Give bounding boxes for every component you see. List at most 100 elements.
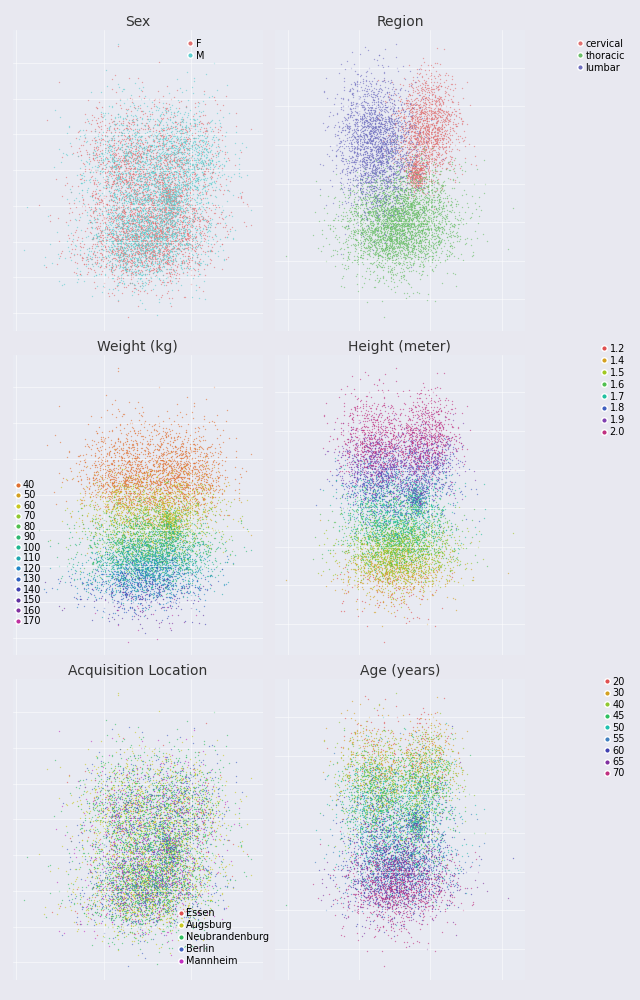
Point [163, 832, 173, 848]
Point [420, 738, 431, 754]
Point [207, 489, 218, 505]
Point [337, 153, 347, 169]
Point [175, 473, 186, 489]
Point [349, 861, 360, 877]
Point [162, 172, 172, 188]
Point [372, 737, 382, 753]
Point [109, 511, 119, 527]
Point [165, 194, 175, 210]
Point [389, 503, 399, 519]
Point [94, 545, 104, 561]
Point [143, 196, 153, 212]
Point [383, 460, 393, 476]
Point [215, 767, 225, 783]
Point [172, 870, 182, 886]
Point [124, 236, 134, 252]
Point [415, 239, 426, 255]
Point [154, 498, 164, 514]
Point [420, 728, 430, 744]
Point [427, 110, 437, 126]
Point [415, 232, 426, 248]
Point [399, 236, 409, 252]
Point [355, 891, 365, 907]
Point [392, 884, 403, 900]
Point [381, 861, 391, 877]
Point [160, 166, 170, 182]
Point [420, 866, 431, 882]
Point [128, 872, 138, 888]
Point [362, 503, 372, 519]
Point [122, 511, 132, 527]
Point [159, 166, 170, 182]
Point [453, 96, 463, 112]
Point [410, 808, 420, 824]
Point [131, 183, 141, 199]
Point [387, 573, 397, 589]
Point [210, 227, 220, 243]
Point [132, 840, 143, 856]
Point [141, 237, 152, 253]
Point [392, 113, 402, 129]
Point [102, 503, 112, 519]
Point [367, 834, 377, 850]
Point [392, 854, 402, 870]
Point [125, 457, 135, 473]
Point [142, 189, 152, 205]
Point [384, 190, 394, 206]
Point [429, 532, 439, 548]
Point [410, 125, 420, 141]
Point [413, 235, 424, 251]
Point [372, 234, 383, 250]
Point [84, 480, 94, 496]
Point [349, 428, 360, 444]
Point [122, 902, 132, 918]
Point [108, 213, 118, 229]
Point [126, 799, 136, 815]
Point [362, 231, 372, 247]
Point [415, 556, 426, 572]
Point [386, 213, 396, 229]
Point [412, 507, 422, 523]
Point [362, 827, 372, 843]
Point [150, 164, 160, 180]
Point [353, 789, 364, 805]
Point [442, 447, 452, 463]
Point [415, 787, 426, 803]
Point [380, 780, 390, 796]
Point [54, 465, 65, 481]
Point [324, 869, 335, 885]
Point [381, 446, 392, 462]
Point [380, 513, 390, 529]
Point [374, 764, 384, 780]
Point [128, 191, 138, 207]
Point [173, 794, 184, 810]
Point [391, 223, 401, 239]
Point [131, 252, 141, 268]
Point [243, 198, 253, 214]
Point [352, 863, 362, 879]
Point [162, 228, 172, 244]
Point [389, 241, 399, 257]
Point [358, 113, 369, 129]
Point [420, 407, 430, 423]
Point [431, 524, 442, 540]
Point [124, 145, 134, 161]
Point [422, 227, 433, 243]
Point [104, 501, 114, 517]
Point [113, 918, 124, 934]
Point [168, 251, 178, 267]
Point [377, 794, 387, 810]
Point [139, 894, 149, 910]
Point [161, 270, 172, 286]
Point [104, 906, 114, 922]
Point [118, 581, 129, 597]
Point [186, 161, 196, 177]
Point [170, 900, 180, 916]
Point [142, 547, 152, 563]
Point [387, 858, 397, 874]
Point [150, 542, 161, 558]
Point [414, 145, 424, 161]
Point [132, 542, 143, 558]
Point [408, 157, 419, 173]
Point [188, 863, 198, 879]
